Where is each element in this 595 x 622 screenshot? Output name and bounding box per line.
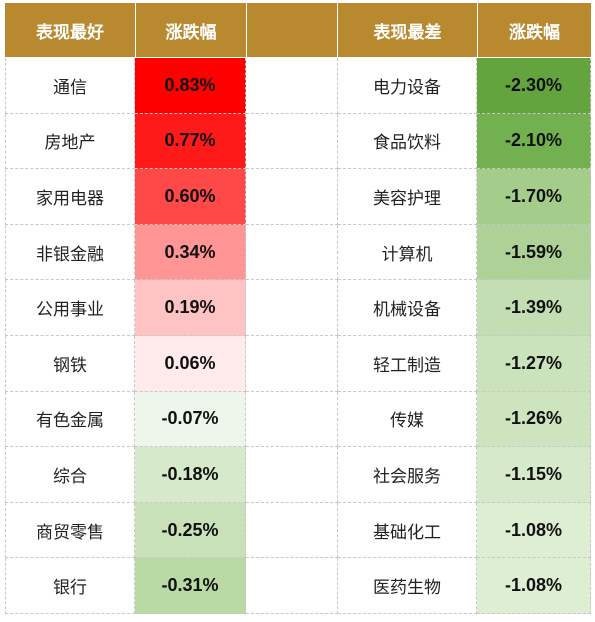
best-industry-name: 钢铁	[5, 336, 135, 392]
spacer-cell	[246, 169, 338, 225]
best-industry-name: 有色金属	[5, 391, 135, 448]
best-industry-change: 0.19%	[135, 280, 246, 336]
table-row: 商贸零售 -0.25% 基础化工 -1.08%	[5, 502, 591, 559]
header-best-performers: 表现最好	[5, 3, 135, 57]
worst-industry-name: 社会服务	[338, 447, 477, 503]
table-row: 家用电器 0.60% 美容护理 -1.70%	[5, 169, 591, 225]
worst-industry-change: -1.15%	[477, 447, 591, 503]
best-industry-name: 商贸零售	[5, 502, 135, 559]
worst-industry-name: 医药生物	[338, 558, 477, 614]
best-industry-name: 公用事业	[5, 280, 135, 336]
best-industry-name: 房地产	[5, 113, 135, 170]
worst-industry-change: -1.59%	[477, 224, 591, 281]
best-industry-change: 0.77%	[135, 113, 246, 170]
best-industry-change: -0.25%	[135, 502, 246, 559]
best-industry-name: 通信	[5, 58, 135, 114]
worst-industry-name: 轻工制造	[338, 336, 477, 392]
worst-industry-change: -1.27%	[477, 336, 591, 392]
spacer-cell	[246, 391, 338, 448]
worst-industry-name: 基础化工	[338, 502, 477, 559]
header-spacer	[246, 3, 338, 57]
header-best-change: 涨跌幅	[135, 3, 246, 57]
spacer-cell	[246, 447, 338, 503]
worst-industry-name: 计算机	[338, 224, 477, 281]
spacer-cell	[246, 58, 338, 114]
worst-industry-change: -1.08%	[477, 558, 591, 614]
table-row: 公用事业 0.19% 机械设备 -1.39%	[5, 280, 591, 336]
table-row: 钢铁 0.06% 轻工制造 -1.27%	[5, 336, 591, 392]
best-industry-change: -0.31%	[135, 558, 246, 614]
industry-performance-table: 表现最好 涨跌幅 表现最差 涨跌幅 通信 0.83% 电力设备 -2.30% 房地产 0.…	[5, 3, 591, 616]
table-row: 综合 -0.18% 社会服务 -1.15%	[5, 447, 591, 503]
best-industry-change: 0.06%	[135, 336, 246, 392]
best-industry-change: 0.83%	[135, 58, 246, 114]
header-worst-performers: 表现最差	[338, 3, 477, 57]
worst-industry-name: 食品饮料	[338, 113, 477, 170]
table-row: 银行 -0.31% 医药生物 -1.08%	[5, 558, 591, 614]
worst-industry-change: -1.39%	[477, 280, 591, 336]
worst-industry-change: -2.10%	[477, 113, 591, 170]
table-row: 通信 0.83% 电力设备 -2.30%	[5, 58, 591, 114]
table-row: 非银金融 0.34% 计算机 -1.59%	[5, 224, 591, 281]
best-industry-change: 0.60%	[135, 169, 246, 225]
best-industry-change: -0.18%	[135, 447, 246, 503]
spacer-cell	[246, 280, 338, 336]
table-row: 有色金属 -0.07% 传媒 -1.26%	[5, 391, 591, 448]
best-industry-name: 家用电器	[5, 169, 135, 225]
best-industry-change: -0.07%	[135, 391, 246, 448]
spacer-cell	[246, 558, 338, 614]
worst-industry-change: -1.70%	[477, 169, 591, 225]
worst-industry-change: -2.30%	[477, 58, 591, 114]
worst-industry-name: 传媒	[338, 391, 477, 448]
table-row: 房地产 0.77% 食品饮料 -2.10%	[5, 113, 591, 170]
worst-industry-name: 机械设备	[338, 280, 477, 336]
worst-industry-name: 美容护理	[338, 169, 477, 225]
best-industry-name: 综合	[5, 447, 135, 503]
worst-industry-change: -1.26%	[477, 391, 591, 448]
best-industry-change: 0.34%	[135, 224, 246, 281]
header-worst-change: 涨跌幅	[477, 3, 591, 57]
worst-industry-name: 电力设备	[338, 58, 477, 114]
worst-industry-change: -1.08%	[477, 502, 591, 559]
best-industry-name: 非银金融	[5, 224, 135, 281]
spacer-cell	[246, 224, 338, 281]
best-industry-name: 银行	[5, 558, 135, 614]
spacer-cell	[246, 336, 338, 392]
spacer-cell	[246, 502, 338, 559]
spacer-cell	[246, 113, 338, 170]
